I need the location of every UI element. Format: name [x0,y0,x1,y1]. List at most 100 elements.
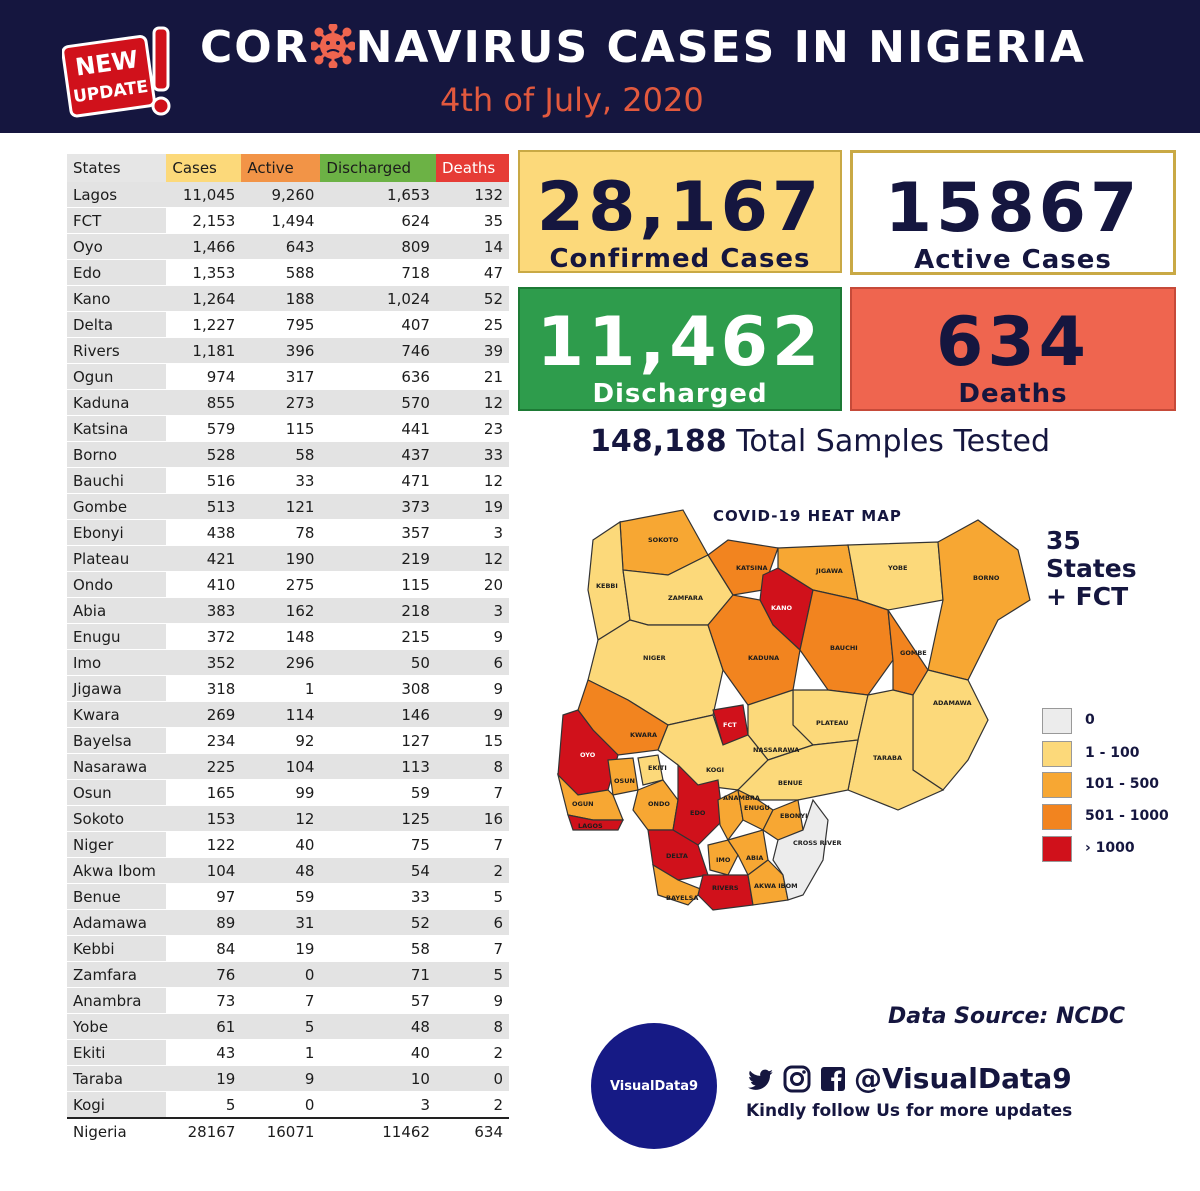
cell-deaths: 7 [435,831,509,858]
follow-text: Kindly follow Us for more updates [746,1101,1073,1121]
report-date: 4th of July, 2020 [440,81,704,119]
cell-deaths: 12 [435,467,509,494]
table-total-row: Nigeria 28167 16071 11462 634 [67,1117,509,1146]
cell-cases: 73 [166,987,242,1014]
deaths-label: Deaths [958,379,1068,409]
cell-state: Ondo [67,571,167,598]
table-row: Bauchi 516 33 471 12 [67,467,509,494]
cell-discharged: 3 [320,1091,436,1119]
cell-state: Osun [67,779,167,806]
table-row: Enugu 372 148 215 9 [67,623,509,650]
cell-state: Rivers [67,337,167,364]
table-row: Katsina 579 115 441 23 [67,415,509,442]
cell-active: 121 [241,493,321,520]
cell-discharged: 1,024 [320,285,436,312]
cell-cases: 421 [166,545,242,572]
map-label-katsina: KATSINA [736,564,768,572]
cell-deaths: 3 [435,597,509,624]
cell-deaths: 9 [435,675,509,702]
cell-active: 795 [241,311,321,338]
cell-discharged: 624 [320,207,436,234]
state-cases-table: States Cases Active Discharged Deaths La… [67,154,509,1146]
active-value: 15867 [884,169,1142,248]
total-discharged: 11462 [320,1117,436,1146]
map-label-delta: DELTA [666,852,688,860]
visualdata9-logo: VisualData9 [591,1023,717,1149]
cell-deaths: 12 [435,389,509,416]
cell-active: 78 [241,519,321,546]
map-label-adamawa: ADAMAWA [933,699,972,707]
social-links: @VisualData9 [746,1062,1166,1098]
map-state-imo [707,839,739,876]
cell-active: 40 [241,831,321,858]
cell-deaths: 19 [435,493,509,520]
cell-cases: 1,227 [166,311,242,338]
cell-active: 19 [241,935,321,962]
cell-cases: 122 [166,831,242,858]
cell-state: Imo [67,649,167,676]
active-label: Active Cases [914,245,1112,275]
map-label-niger: NIGER [643,654,666,662]
cell-cases: 43 [166,1039,242,1066]
map-label-kwara: KWARA [630,731,657,739]
map-label-fct: FCT [723,721,737,729]
cell-deaths: 5 [435,883,509,910]
cell-active: 12 [241,805,321,832]
cell-deaths: 9 [435,701,509,728]
cell-cases: 1,181 [166,337,242,364]
cell-state: Taraba [67,1065,167,1092]
cell-active: 5 [241,1013,321,1040]
cell-deaths: 3 [435,519,509,546]
cell-discharged: 218 [320,597,436,624]
table-row: Edo 1,353 588 718 47 [67,259,509,286]
confirmed-label: Confirmed Cases [549,244,811,274]
cell-deaths: 5 [435,961,509,988]
cell-deaths: 39 [435,337,509,364]
map-state-bayelsa [652,863,705,906]
cell-state: Akwa Ibom [67,857,167,884]
cell-state: Kogi [67,1091,167,1119]
map-label-imo: IMO [716,856,731,864]
cell-state: Sokoto [67,805,167,832]
map-state-rivers [697,874,754,911]
cell-discharged: 471 [320,467,436,494]
map-state-yobe [847,541,944,611]
map-label-lagos: LAGOS [578,822,603,830]
cell-state: Bauchi [67,467,167,494]
active-cases-card: 15867 Active Cases [850,150,1176,275]
cell-deaths: 12 [435,545,509,572]
map-label-sokoto: SOKOTO [648,536,679,544]
cell-state: Ebonyi [67,519,167,546]
cell-state: Edo [67,259,167,286]
legend-swatch-0 [1042,708,1072,734]
cell-deaths: 7 [435,779,509,806]
cell-cases: 352 [166,649,242,676]
cell-state: Kaduna [67,389,167,416]
map-label-borno: BORNO [973,574,1000,582]
cell-deaths: 52 [435,285,509,312]
cell-active: 99 [241,779,321,806]
table-row: Bayelsa 234 92 127 15 [67,727,509,754]
cell-active: 7 [241,987,321,1014]
table-row: Benue 97 59 33 5 [67,883,509,910]
total-label: Nigeria [67,1117,167,1146]
table-row: Abia 383 162 218 3 [67,597,509,624]
cell-deaths: 9 [435,623,509,650]
cell-active: 643 [241,233,321,260]
cell-cases: 2,153 [166,207,242,234]
states-count-line1: 35 [1046,526,1081,555]
facebook-icon[interactable] [818,1064,848,1094]
cell-discharged: 407 [320,311,436,338]
cell-state: Delta [67,311,167,338]
social-handle[interactable]: @VisualData9 [854,1062,1072,1095]
cell-discharged: 441 [320,415,436,442]
cell-cases: 528 [166,441,242,468]
twitter-icon[interactable] [746,1064,776,1094]
cell-cases: 579 [166,415,242,442]
cell-deaths: 2 [435,1091,509,1119]
table-row: Ekiti 43 1 40 2 [67,1039,509,1066]
cell-discharged: 127 [320,727,436,754]
cell-cases: 61 [166,1013,242,1040]
cell-discharged: 50 [320,649,436,676]
instagram-icon[interactable] [782,1064,812,1094]
